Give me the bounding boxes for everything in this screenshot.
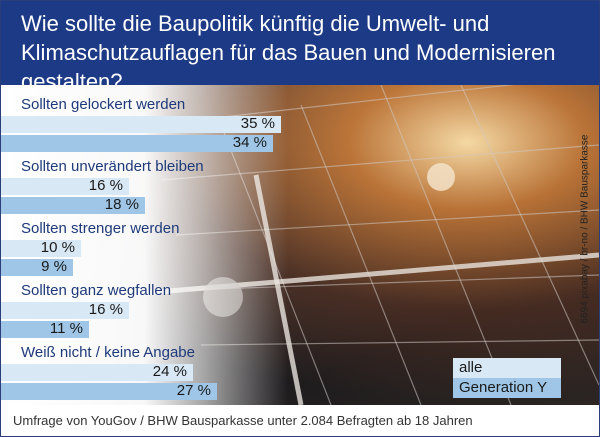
data-label: 16 % [88,177,123,194]
bar-all [1,364,193,381]
bar-generation-y [1,383,217,400]
source-note: Umfrage von YouGov / BHW Bausparkasse un… [13,413,473,428]
chart-title: Wie sollte die Baupolitik künftig die Um… [21,11,556,94]
header-banner: Wie sollte die Baupolitik künftig die Um… [1,1,599,94]
data-label: 11 % [49,320,83,337]
category-label: Sollten gelockert werden [21,96,186,113]
photo-credit: 6694 pixabay / br-no / BHW Bausparkasse [579,134,591,324]
category-label: Sollten ganz wegfallen [21,282,172,299]
bar-all [1,302,129,319]
data-label: 27 % [176,382,211,399]
bar-all [1,116,281,133]
footer: Umfrage von YouGov / BHW Bausparkasse un… [1,405,599,436]
data-label: 24 % [152,363,187,380]
category-label: Sollten unverändert bleiben [21,158,204,175]
data-label: 10 % [40,239,75,256]
bar-generation-y [1,197,145,214]
bar-generation-y [1,321,89,338]
data-label: 34 % [232,134,267,151]
data-label: 9 % [41,258,67,275]
data-label: 35 % [240,115,275,132]
bar-generation-y [1,135,273,152]
bar-all [1,240,81,257]
category-label: Sollten strenger werden [21,220,180,237]
legend-item-all: alle [453,358,561,378]
category-label: Weiß nicht / keine Angabe [21,344,195,361]
legend-item-generation-y: Generation Y [453,378,561,398]
data-label: 16 % [88,301,123,318]
bar-generation-y [1,259,73,276]
legend: alle Generation Y [453,358,561,398]
bar-all [1,178,129,195]
data-label: 18 % [104,196,139,213]
